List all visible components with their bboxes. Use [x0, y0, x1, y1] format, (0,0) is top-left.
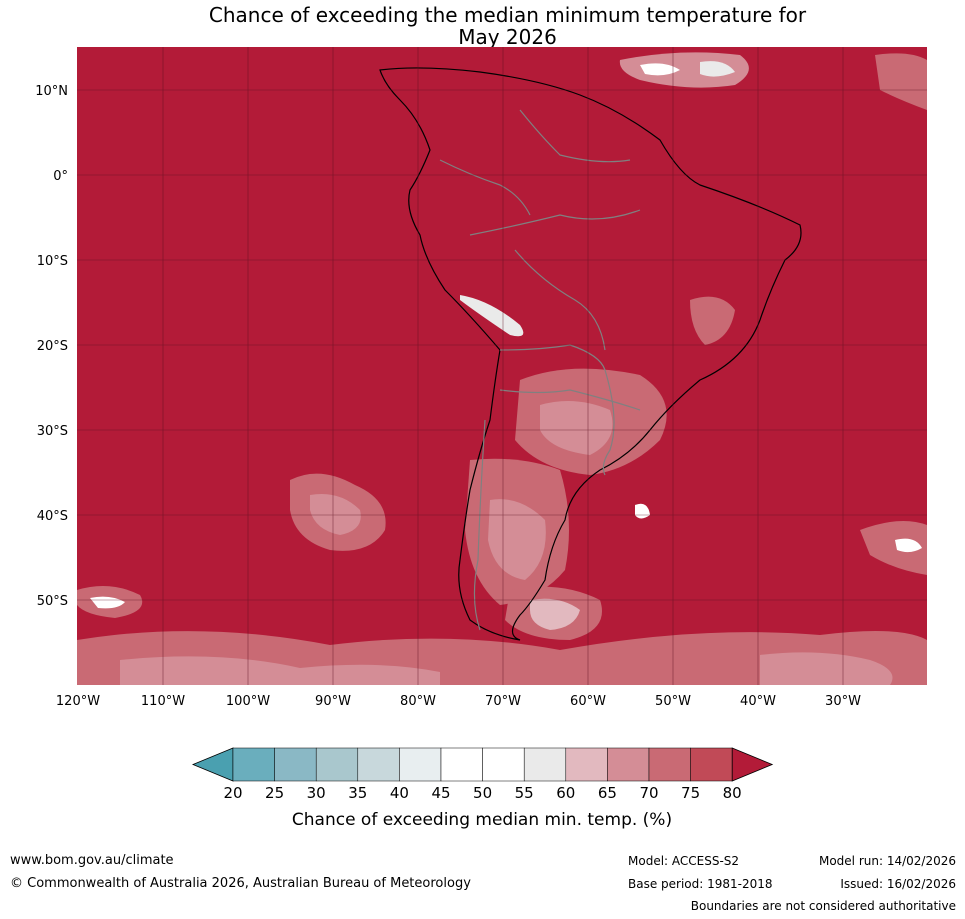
colorbar-segment [357, 747, 400, 782]
colorbar-tick-label: 35 [348, 784, 367, 802]
colorbar-tick-label: 70 [639, 784, 658, 802]
colorbar-tick-label: 20 [223, 784, 242, 802]
colorbar-tick-label: 25 [265, 784, 284, 802]
lon-label-90w: 90°W [315, 694, 351, 709]
title-line-2: May 2026 [458, 25, 557, 49]
footer-disclaimer: Boundaries are not considered authoritat… [690, 899, 956, 913]
colorbar-tick-label: 55 [515, 784, 534, 802]
footer-issued: Issued: 16/02/2026 [840, 877, 956, 891]
lon-label-100w: 100°W [226, 694, 270, 709]
footer-model: Model: ACCESS-S2 [628, 854, 740, 868]
colorbar-title: Chance of exceeding median min. temp. (%… [292, 810, 672, 830]
colorbar-tick-label: 65 [598, 784, 617, 802]
lat-label-0: 0° [53, 169, 68, 184]
colorbar-segment [482, 747, 525, 782]
colorbar-segment [523, 747, 567, 782]
colorbar-segment [232, 747, 275, 782]
gridlines [77, 47, 927, 685]
lon-label-70w: 70°W [485, 694, 521, 709]
colorbar-segment [565, 747, 608, 782]
lat-label-10n: 10°N [35, 84, 68, 99]
lat-label-20s: 20°S [37, 339, 68, 354]
colorbar-tick-label: 40 [390, 784, 409, 802]
lon-label-60w: 60°W [570, 694, 606, 709]
colorbar: 20 25 30 35 40 45 50 55 60 65 70 75 80 [191, 747, 774, 802]
colorbar-segment [315, 747, 359, 782]
lon-label-50w: 50°W [655, 694, 691, 709]
colorbar-tick-label: 50 [473, 784, 492, 802]
probability-contours [77, 52, 927, 685]
colorbar-tick-label: 30 [307, 784, 326, 802]
footer-copyright: © Commonwealth of Australia 2026, Austra… [10, 876, 471, 891]
colorbar-segment [440, 747, 483, 782]
colorbar-segment [399, 747, 442, 782]
lon-label-40w: 40°W [740, 694, 776, 709]
lat-label-50s: 50°S [37, 594, 68, 609]
colorbar-segment [648, 747, 691, 782]
lat-label-40s: 40°S [37, 509, 68, 524]
colorbar-tick-label: 60 [556, 784, 575, 802]
colorbar-arrow-high [731, 747, 774, 782]
map-title: Chance of exceeding the median minimum t… [0, 4, 965, 48]
lat-label-30s: 30°S [37, 424, 68, 439]
footer-base-period: Base period: 1981-2018 [628, 877, 773, 891]
lat-label-10s: 10°S [37, 254, 68, 269]
lon-label-30w: 30°W [825, 694, 861, 709]
latitude-labels: 10°N 0° 10°S 20°S 30°S 40°S 50°S [35, 84, 68, 609]
title-line-1: Chance of exceeding the median minimum t… [208, 3, 807, 27]
colorbar-tick-label: 80 [723, 784, 742, 802]
south-america-coastline [379, 67, 802, 641]
colorbar-segment [690, 747, 733, 782]
longitude-labels: 120°W 110°W 100°W 90°W 80°W 70°W 60°W 50… [56, 694, 861, 709]
colorbar-arrow-low [191, 747, 234, 782]
lon-label-110w: 110°W [141, 694, 185, 709]
lon-label-80w: 80°W [400, 694, 436, 709]
colorbar-segment [274, 747, 317, 782]
colorbar-segment [607, 747, 650, 782]
map-panel [77, 47, 927, 685]
colorbar-tick-label: 45 [431, 784, 450, 802]
colorbar-tick-label: 75 [681, 784, 700, 802]
footer-model-run: Model run: 14/02/2026 [818, 854, 956, 868]
lon-label-120w: 120°W [56, 694, 100, 709]
footer-url: www.bom.gov.au/climate [10, 853, 174, 868]
